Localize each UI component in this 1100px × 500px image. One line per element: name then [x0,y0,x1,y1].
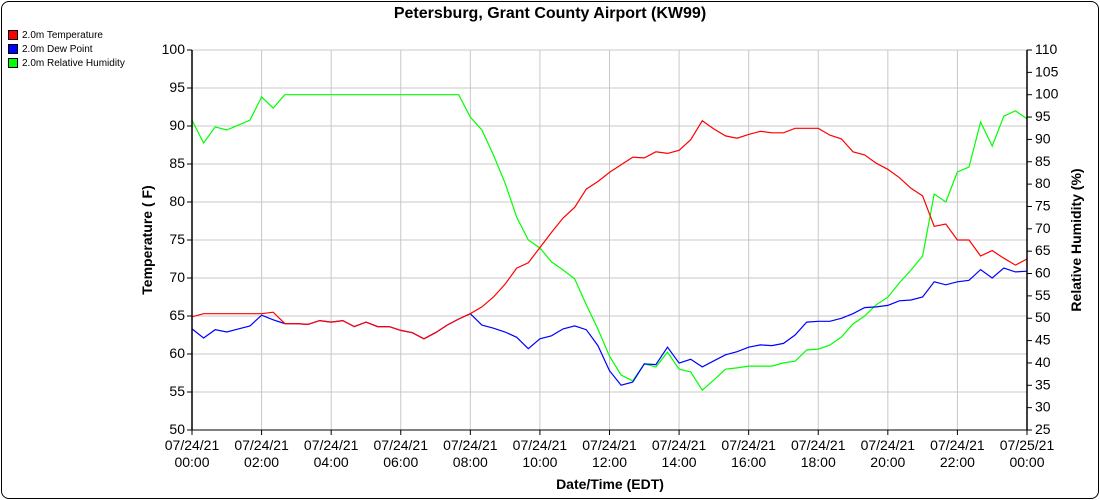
x-axis-label: Date/Time (EDT) [556,476,664,492]
x-tick-label-time: 10:00 [522,454,557,470]
grid [191,49,1028,431]
y2-tick-label: 40 [1035,354,1051,370]
y-tick-label: 80 [169,193,185,209]
y2-tick-label: 30 [1035,399,1051,415]
legend-label: 2.0m Temperature [22,29,103,41]
y2-tick-label: 35 [1035,376,1051,392]
legend-item-dew-point: 2.0m Dew Point [8,42,125,56]
x-tick-label-date: 07/24/21 [582,437,637,453]
x-tick-label-date: 07/24/21 [721,437,776,453]
y2-tick-label: 80 [1035,175,1051,191]
x-tick-label-time: 22:00 [940,454,975,470]
x-tick-label-time: 00:00 [1009,454,1044,470]
x-tick-label-date: 07/24/21 [513,437,568,453]
x-tick-label-time: 14:00 [662,454,697,470]
y2-tick-label: 85 [1035,153,1051,169]
y2-tick-label: 25 [1035,421,1051,437]
x-tick-label-date: 07/24/21 [791,437,846,453]
y2-axis-label: Relative Humidity (%) [1068,168,1084,311]
x-tick-label-time: 16:00 [731,454,766,470]
x-tick-label-date: 07/24/21 [304,437,359,453]
y-tick-label: 55 [169,383,185,399]
x-tick-label-time: 04:00 [314,454,349,470]
legend-item-temperature: 2.0m Temperature [8,28,125,42]
legend: 2.0m Temperature 2.0m Dew Point 2.0m Rel… [8,28,125,70]
y2-tick-label: 100 [1035,86,1059,102]
y2-tick-label: 55 [1035,287,1051,303]
x-tick-label-date: 07/24/21 [165,437,220,453]
x-tick-label-time: 02:00 [244,454,279,470]
series-lines [191,94,1028,392]
y2-tick-label: 65 [1035,242,1051,258]
y2-tick-label: 50 [1035,309,1051,325]
x-tick-label-time: 20:00 [870,454,905,470]
chart-title: Petersburg, Grant County Airport (KW99) [393,5,707,22]
y-tick-label: 70 [169,269,185,285]
y2-tick-label: 75 [1035,197,1051,213]
legend-swatch [8,30,18,40]
y2-tick-label: 105 [1035,63,1059,79]
y2-tick-label: 95 [1035,108,1051,124]
y2-tick-label: 45 [1035,332,1051,348]
y-axis-label: Temperature ( F) [139,185,155,294]
y-tick-label: 100 [162,41,186,57]
x-tick-label-date: 07/24/21 [861,437,916,453]
y-tick-label: 60 [169,345,185,361]
legend-swatch [8,58,18,68]
y-tick-label: 65 [169,307,185,323]
legend-swatch [8,44,18,54]
x-tick-label-time: 00:00 [174,454,209,470]
legend-label: 2.0m Relative Humidity [22,57,125,69]
y2-tick-label: 70 [1035,220,1051,236]
x-tick-label-time: 12:00 [592,454,627,470]
x-tick-label-date: 07/24/21 [443,437,498,453]
y2-tick-label: 90 [1035,130,1051,146]
x-tick-label-date: 07/24/21 [930,437,985,453]
x-tick-label-date: 07/24/21 [374,437,429,453]
y-tick-label: 90 [169,117,185,133]
x-tick-label-time: 18:00 [801,454,836,470]
legend-label: 2.0m Dew Point [22,43,93,55]
series-line-2-0m-temperature [191,119,1028,340]
x-tick-label-date: 07/25/21 [1000,437,1055,453]
y2-tick-label: 60 [1035,265,1051,281]
legend-item-relative-humidity: 2.0m Relative Humidity [8,56,125,70]
x-tick-label-time: 06:00 [383,454,418,470]
y2-tick-label: 110 [1035,41,1058,57]
y-tick-label: 95 [169,79,185,95]
x-tick-label-date: 07/24/21 [652,437,707,453]
y-tick-label: 50 [169,421,185,437]
series-line-2-0m-relative-humidity [191,94,1028,392]
x-tick-label-time: 08:00 [453,454,488,470]
y-tick-label: 75 [169,231,185,247]
x-tick-label-date: 07/24/21 [234,437,289,453]
axes: 50 55 60 65 70 75 80 85 90 95 100 25 30 35 40 45 50 55 60 6… [162,41,1059,470]
y-tick-label: 85 [169,155,185,171]
